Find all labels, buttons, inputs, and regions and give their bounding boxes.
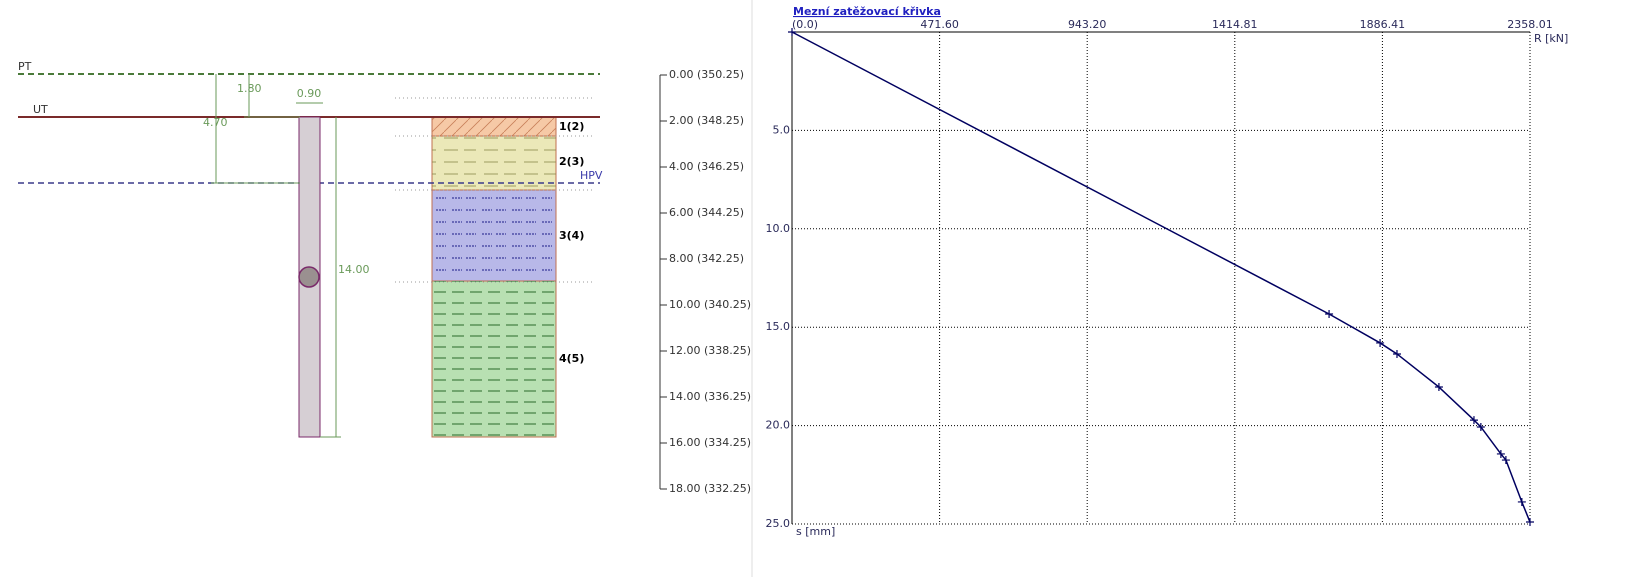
y-tick-label: 15.0 [766,320,791,333]
depth-label: 18.00 (332.25) [669,482,751,495]
layer-2-pattern [432,136,556,190]
x-tick-label: 1414.81 [1212,18,1258,31]
x-tick-label: (0.0) [792,18,818,31]
load-curve [791,31,1531,523]
pile-section [298,266,320,288]
point-marker [1501,456,1510,465]
point-marker [1496,449,1505,458]
chart: (0.0) 471.60 943.20 1414.81 1886.41 2358.01 5.… [766,18,1569,538]
x-tick-label: 2358.01 [1507,18,1553,31]
dim-diameter: 0.90 [297,87,322,100]
point-marker [1469,416,1478,425]
depth-label: 12.00 (338.25) [669,344,751,357]
dim-length: 14.00 [338,263,370,276]
point-marker [1392,349,1401,358]
y-tick-label: 5.0 [773,123,791,136]
point-marker [1325,310,1334,319]
depth-label: 10.00 (340.25) [669,298,751,311]
pt-label: PT [18,60,32,73]
depth-scale: 0.00 (350.25) 2.00 (348.25) 4.00 (346.25) 6… [660,68,751,495]
x-tick-label: 471.60 [920,18,959,31]
depth-label: 6.00 (344.25) [669,206,744,219]
y-tick-label: 20.0 [766,419,791,432]
point-marker [1526,518,1534,527]
chart-title: Mezní zatěžovací křivka [793,5,941,18]
layer-1-pattern [432,117,556,136]
layer-label: 2(3) [559,155,584,168]
depth-label: 4.00 (346.25) [669,160,744,173]
x-tick-label: 943.20 [1068,18,1107,31]
point-marker [1434,383,1443,392]
layer-label: 3(4) [559,229,584,242]
point-marker [1476,422,1485,431]
x-axis-label: R [kN] [1534,32,1568,45]
layer-label: 1(2) [559,120,584,133]
depth-label: 0.00 (350.25) [669,68,744,81]
dim-pt-hpv: 4.70 [203,116,228,129]
depth-label: 16.00 (334.25) [669,436,751,449]
y-tick-label: 25.0 [766,517,791,530]
point-marker [1376,338,1385,347]
hpv-label: HPV [580,169,603,182]
layer-4-pattern [432,281,556,437]
layer-label: 4(5) [559,352,584,365]
y-tick-label: 10.0 [766,222,791,235]
depth-label: 2.00 (348.25) [669,114,744,127]
x-tick-label: 1886.41 [1360,18,1406,31]
ut-label: UT [33,103,48,116]
y-axis-label: s [mm] [796,525,835,538]
depth-label: 8.00 (342.25) [669,252,744,265]
point-marker [1517,497,1526,506]
layer-3-pattern [432,190,556,281]
soil-profile: PT UT HPV 1.80 4.70 0.90 14.00 1(2) 2(3)… [18,60,751,495]
depth-label: 14.00 (336.25) [669,390,751,403]
dim-pt-ut: 1.80 [237,82,262,95]
point-marker [788,28,796,36]
